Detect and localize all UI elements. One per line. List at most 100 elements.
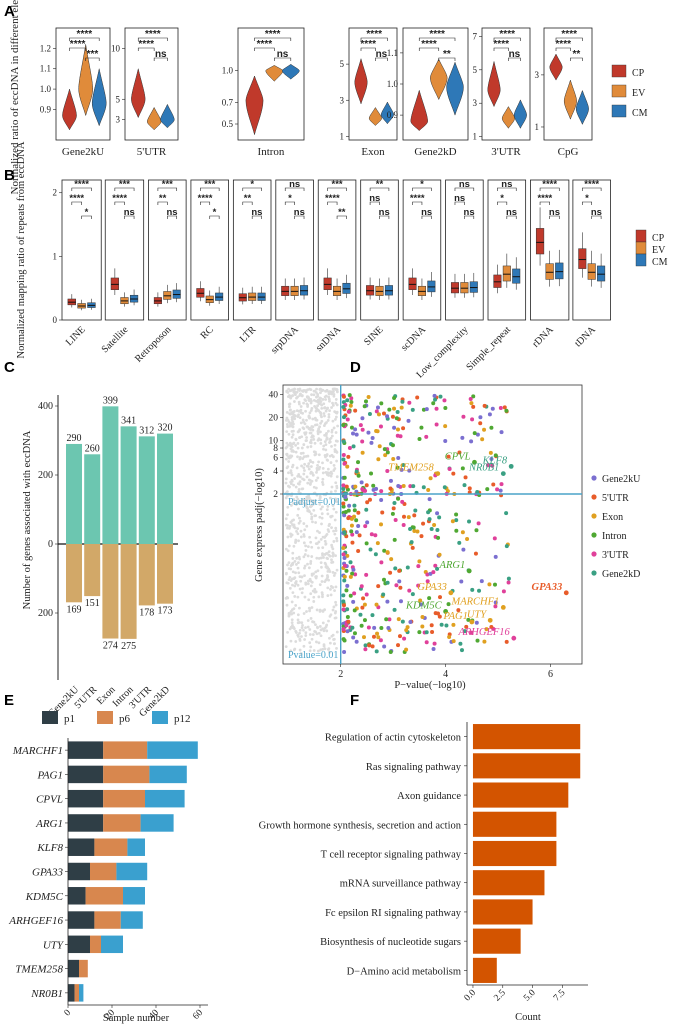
d-point-bg (336, 439, 339, 443)
d-point-bg (291, 583, 294, 587)
d-point-bg (284, 481, 288, 485)
d-point-bg (293, 390, 297, 394)
d-tick-label: 4 (443, 669, 448, 680)
d-point-bg (314, 514, 317, 518)
d-point (390, 443, 395, 448)
d-point-bg (322, 643, 326, 647)
d-point-bg (285, 390, 289, 394)
d-point-bg (318, 610, 322, 613)
d-point (506, 576, 511, 581)
d-point (502, 405, 507, 410)
d-point-bg (284, 477, 288, 481)
c-bar-down (138, 544, 155, 606)
d-point (389, 557, 394, 562)
d-point (342, 556, 347, 561)
d-point (375, 631, 380, 636)
d-point-bg (332, 574, 336, 577)
b-sig-bracket (379, 215, 390, 219)
d-point-bg (322, 412, 326, 415)
d-point-bg (309, 592, 313, 596)
d-point-bg (323, 539, 327, 543)
d-point-bg (336, 424, 340, 428)
b-sig-bracket (464, 215, 475, 219)
d-point-bg (289, 412, 293, 416)
d-point-bg (329, 461, 333, 464)
d-point-bg (295, 390, 299, 394)
d-point-bg (335, 646, 338, 650)
d-point-bg (287, 387, 291, 391)
d-point-bg (288, 575, 292, 579)
d-point-bg (321, 398, 325, 401)
d-point-bg (309, 540, 313, 544)
d-point (421, 521, 426, 526)
d-point-bg (310, 406, 314, 410)
d-point (356, 523, 361, 528)
b-sig-bracket (200, 187, 220, 191)
d-point (393, 566, 398, 571)
d-point-bg (292, 611, 296, 615)
d-point (477, 588, 482, 593)
d-point-bg (293, 400, 296, 403)
d-point-bg (326, 406, 330, 410)
d-point (467, 486, 472, 491)
d-point-bg (284, 645, 288, 648)
d-point (374, 409, 379, 414)
b-sig-label: ns (549, 207, 560, 218)
d-point-bg (329, 436, 333, 440)
d-point-bg (301, 451, 305, 455)
d-point-bg (296, 566, 300, 570)
d-point-bg (300, 621, 304, 625)
d-point-bg (306, 445, 310, 449)
d-point-bg (327, 473, 330, 477)
d-point-bg (302, 534, 306, 538)
e-bar-p1 (68, 814, 104, 832)
d-point-bg (298, 648, 302, 652)
d-point-bg (291, 449, 295, 452)
e-bar-p6 (94, 911, 121, 929)
d-point-bg (316, 569, 320, 573)
d-point-bg (320, 574, 324, 578)
b-sig-label: ns (454, 193, 465, 204)
d-point (426, 488, 431, 493)
e-bar-p12 (149, 765, 187, 784)
d-point-bg (334, 431, 338, 434)
panel-letter-b: B (4, 167, 15, 184)
d-point-bg (319, 421, 322, 425)
panel-a-violin: 1.21.11.00.9***********Gene2kU1053******… (9, 0, 648, 194)
b-ylabel: Normalized mapping ratio of repeats from… (16, 141, 27, 358)
d-point-bg (324, 409, 328, 413)
d-point-bg (317, 460, 320, 464)
d-point (364, 572, 369, 577)
b-sig-bracket (539, 201, 550, 205)
e-category-label: NR0B1 (30, 988, 63, 1000)
d-point (382, 548, 387, 553)
a-sig-bracket (555, 47, 571, 51)
d-point (354, 432, 359, 437)
d-point-bg (321, 505, 324, 509)
d-point-bg (317, 402, 321, 405)
d-point (456, 608, 461, 613)
d-point-bg (332, 540, 336, 543)
d-point (443, 438, 448, 443)
d-point (388, 478, 393, 483)
d-point-bg (334, 401, 338, 405)
a-subplot-name: CpG (558, 146, 579, 158)
panel-letter-c: C (4, 359, 15, 376)
b-subplot-frame (402, 179, 442, 321)
d-point-bg (316, 476, 320, 480)
e-category-label: CPVL (36, 794, 63, 806)
d-point-bg (288, 586, 292, 590)
d-point-bg (321, 483, 325, 486)
d-point-bg (298, 639, 302, 642)
b-sig-label: * (85, 207, 89, 218)
b-sig-label: ** (376, 179, 384, 190)
d-legend-intron: Intron (602, 531, 626, 542)
b-category-label: LINE (64, 324, 88, 348)
d-point (491, 482, 496, 487)
d-point-bg (292, 525, 296, 529)
d-point-bg (291, 523, 294, 526)
d-point (487, 582, 492, 587)
d-point (348, 593, 353, 598)
d-point-bg (319, 442, 323, 445)
d-point-bg (285, 418, 289, 421)
